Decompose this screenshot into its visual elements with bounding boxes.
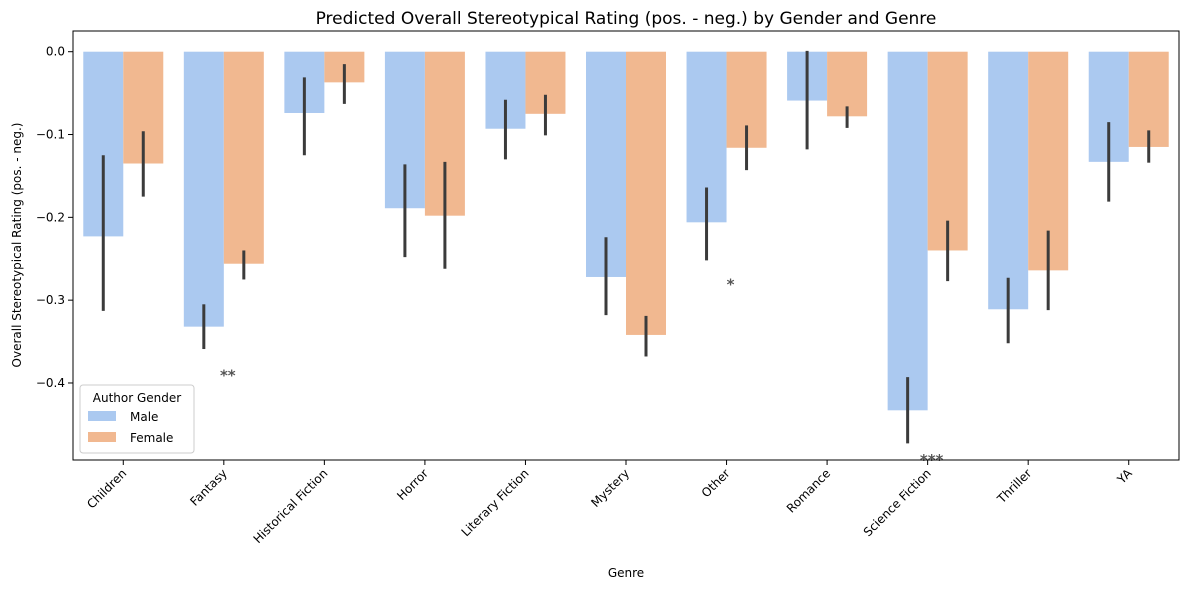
y-tick-label: 0.0: [46, 45, 65, 59]
y-tick-label: −0.1: [36, 128, 65, 142]
significance-other: *: [727, 275, 735, 293]
x-tick-label-literary-fiction: Literary Fiction: [459, 466, 532, 539]
legend-title: Author Gender: [93, 391, 182, 405]
bar-female-science-fiction: [927, 51, 968, 251]
x-tick-label-ya: YA: [1114, 466, 1135, 487]
bar-female-romance: [827, 51, 868, 117]
significance-annotations: ******: [220, 275, 944, 469]
chart-title: Predicted Overall Stereotypical Rating (…: [316, 9, 937, 29]
bar-female-fantasy: [223, 51, 264, 264]
x-axis-label: Genre: [608, 566, 644, 580]
legend: Author Gender Male Female: [79, 384, 195, 454]
legend-swatch-male: [88, 411, 116, 421]
y-axis: 0.0 −0.1 −0.2 −0.3 −0.4: [36, 45, 73, 390]
legend-swatch-female: [88, 432, 116, 442]
x-tick-label-children: Children: [84, 466, 129, 511]
y-tick-label: −0.3: [36, 293, 65, 307]
significance-fantasy: **: [220, 366, 236, 384]
y-tick-label: −0.4: [36, 376, 65, 390]
x-tick-label-romance: Romance: [784, 466, 833, 515]
x-axis: Children Fantasy Historical Fiction Horror L…: [84, 460, 1135, 546]
y-tick-label: −0.2: [36, 210, 65, 224]
y-axis-label: Overall Stereotypical Rating (pos. - neg…: [10, 123, 24, 368]
bar-male-thriller: [988, 51, 1029, 310]
bar-female-mystery: [626, 51, 666, 335]
x-tick-label-horror: Horror: [394, 466, 431, 503]
legend-label-male: Male: [130, 410, 158, 424]
x-tick-label-science-fiction: Science Fiction: [861, 466, 934, 539]
error-bars-group: [101, 50, 1151, 444]
bar-male-science-fiction: [887, 51, 928, 411]
legend-label-female: Female: [130, 431, 173, 445]
x-tick-label-fantasy: Fantasy: [187, 466, 230, 509]
x-tick-label-historical-fiction: Historical Fiction: [251, 466, 331, 546]
x-tick-label-other: Other: [699, 466, 733, 500]
x-tick-label-mystery: Mystery: [588, 466, 632, 510]
bars-group: [83, 51, 1169, 411]
x-tick-label-thriller: Thriller: [994, 466, 1034, 506]
bar-male-fantasy: [183, 51, 224, 327]
